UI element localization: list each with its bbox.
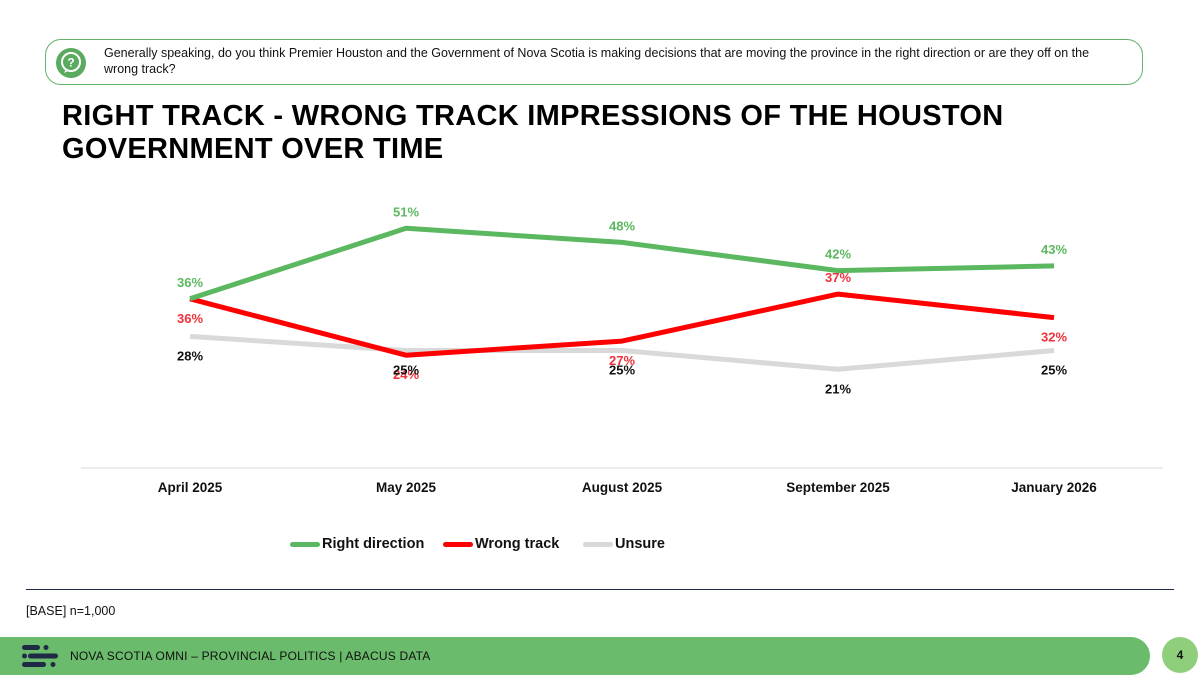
legend-item: Unsure	[583, 532, 665, 556]
x-tick-label: August 2025	[582, 480, 663, 495]
svg-text:?: ?	[67, 56, 74, 70]
legend-swatch	[290, 541, 320, 547]
question-text: Generally speaking, do you think Premier…	[104, 46, 1090, 76]
abacus-logo-icon	[22, 645, 60, 672]
footer-bar: NOVA SCOTIA OMNI – PROVINCIAL POLITICS |…	[0, 637, 1150, 675]
page-title: RIGHT TRACK - WRONG TRACK IMPRESSIONS OF…	[62, 100, 1004, 165]
data-label: 32%	[1041, 330, 1067, 345]
x-tick-label: April 2025	[158, 480, 223, 495]
series-line-unsure	[189, 333, 1055, 372]
series-line-right-direction	[189, 225, 1055, 302]
divider	[26, 589, 1174, 590]
chart-legend: Right direction Wrong track Unsure	[0, 532, 1200, 556]
x-tick-label: September 2025	[786, 480, 890, 495]
data-label: 48%	[609, 218, 635, 233]
legend-swatch	[443, 541, 473, 547]
legend-item: Wrong track	[443, 532, 559, 556]
question-bubble-icon: ?	[56, 48, 86, 78]
data-label: 37%	[825, 270, 851, 285]
footer-text: NOVA SCOTIA OMNI – PROVINCIAL POLITICS |…	[70, 649, 431, 663]
page-number: 4	[1162, 637, 1198, 673]
data-label: 51%	[393, 204, 419, 219]
legend-label: Wrong track	[475, 536, 560, 552]
data-label: 43%	[1041, 242, 1067, 257]
legend-swatch	[583, 541, 613, 547]
data-label: 28%	[177, 348, 203, 363]
series-line-wrong-track	[189, 291, 1055, 358]
legend-item: Right direction	[290, 532, 424, 556]
question-box: ? Generally speaking, do you think Premi…	[45, 39, 1143, 85]
base-note: [BASE] n=1,000	[26, 604, 116, 618]
data-label: 25%	[1041, 363, 1067, 378]
data-label: 25%	[393, 363, 419, 378]
x-tick-label: May 2025	[376, 480, 437, 495]
data-label: 36%	[177, 275, 203, 290]
data-label: 36%	[177, 311, 203, 326]
data-label: 24%	[393, 367, 419, 382]
data-label: 21%	[825, 381, 851, 396]
data-label: 27%	[609, 353, 635, 368]
legend-label: Unsure	[615, 536, 665, 552]
line-chart: April 2025 May 2025 August 2025 September 2…	[81, 204, 1163, 495]
legend-label: Right direction	[322, 536, 425, 552]
data-label: 25%	[609, 363, 635, 378]
x-tick-label: January 2026	[1011, 480, 1097, 495]
data-label: 42%	[825, 247, 851, 262]
